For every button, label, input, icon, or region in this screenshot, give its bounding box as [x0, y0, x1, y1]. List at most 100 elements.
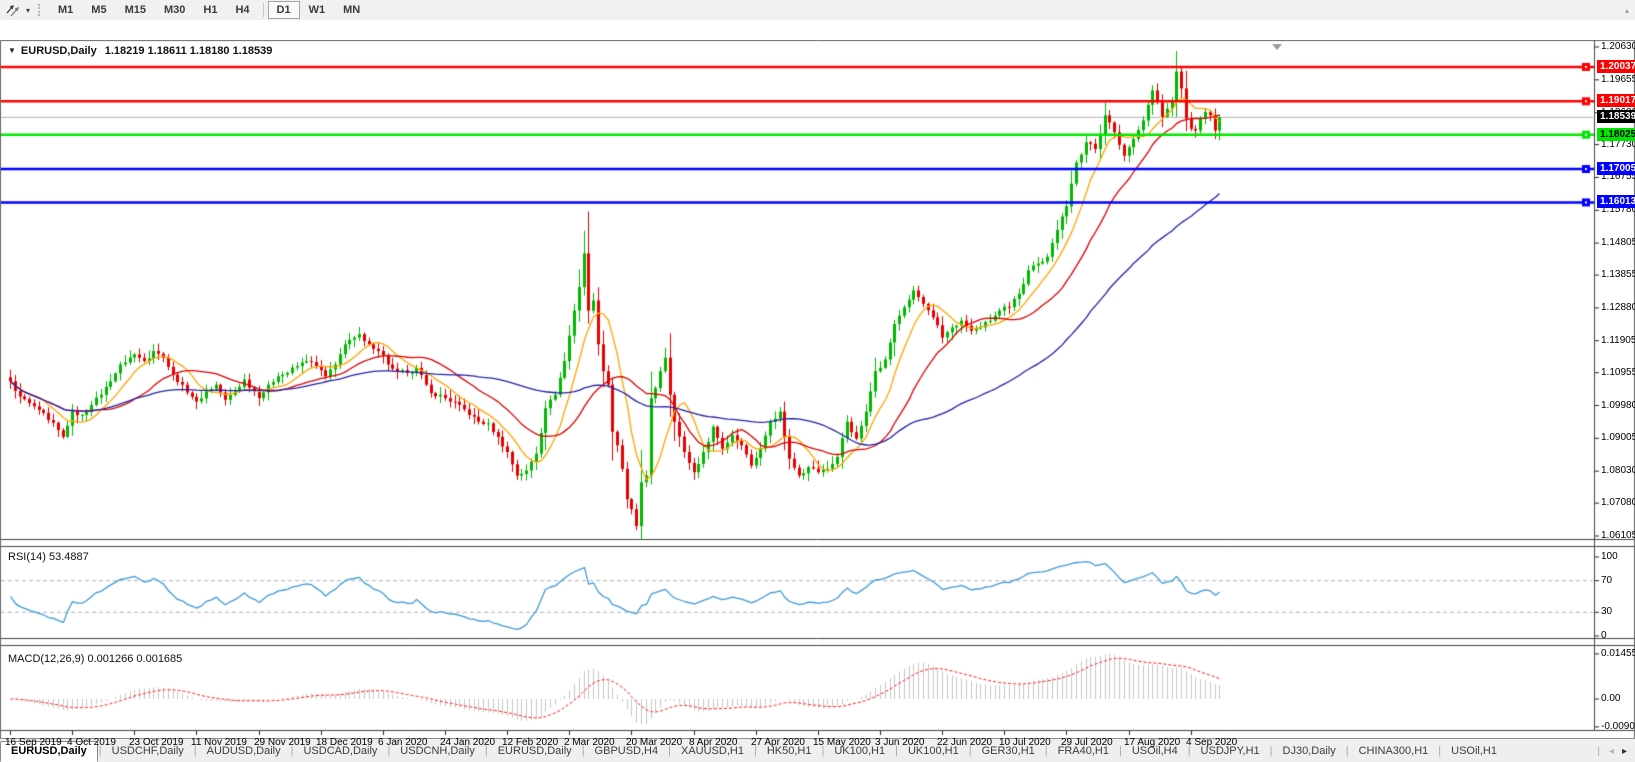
date-tick-label: 27 Apr 2020	[751, 737, 805, 748]
date-tick-label: 12 Feb 2020	[502, 737, 559, 748]
chart-tab-usdchf-daily[interactable]: USDCHF,Daily	[111, 745, 184, 757]
macd-tick-label: -0.00900	[1601, 720, 1635, 732]
chart-tab-fra40-h1[interactable]: FRA40,H1	[1057, 745, 1109, 757]
tab-divider: |	[753, 745, 757, 757]
tab-divider: |	[1269, 745, 1273, 757]
tab-divider: |	[193, 745, 197, 757]
tab-divider: |	[290, 745, 294, 757]
date-tick-label: 29 Nov 2019	[254, 737, 311, 748]
chart-window: ▼ EURUSD,Daily 1.18219 1.18611 1.18180 1.1…	[0, 20, 1635, 758]
hline-price-label: 1.20037	[1597, 59, 1635, 73]
timeframe-m30[interactable]: M30	[155, 1, 194, 19]
chart-tab-hk50-h1[interactable]: HK50,H1	[766, 745, 812, 757]
chart-title: ▼ EURUSD,Daily 1.18219 1.18611 1.18180 1.1…	[8, 45, 272, 57]
date-tick-label: 29 Jul 2020	[1061, 737, 1113, 748]
chart-tool-icon[interactable]	[2, 2, 22, 18]
chart-tabs: EURUSD,Daily | USDCHF,Daily | AUDUSD,Daily | U…	[0, 740, 1506, 762]
macd-indicator-label: MACD(12,26,9) 0.001266 0.001685	[8, 653, 183, 665]
chart-tab-gbpusd-h4[interactable]: GBPUSD,H4	[594, 745, 659, 757]
date-tick-label: 18 Dec 2019	[316, 737, 373, 748]
timeframe-h4[interactable]: H4	[226, 1, 258, 19]
chart-tab-xauusd-h1[interactable]: XAUUSD,H1	[680, 745, 744, 757]
timeframe-mn[interactable]: MN	[334, 1, 369, 19]
chart-tab-dj30-daily[interactable]: DJ30,Daily	[1282, 745, 1336, 757]
tab-divider: |	[581, 745, 585, 757]
chart-tab-uk100-h1[interactable]: UK100,H1	[907, 745, 959, 757]
chart-tab-ger30-h1[interactable]: GER30,H1	[981, 745, 1035, 757]
price-tick-label: 1.20630	[1601, 41, 1635, 52]
hline-price-label: 1.18025	[1597, 127, 1635, 141]
tab-divider: |	[484, 745, 488, 757]
price-tick-label: 1.15780	[1601, 204, 1635, 216]
price-tick-label: 1.12880	[1601, 301, 1635, 313]
tab-divider: |	[1118, 745, 1122, 757]
collapse-icon[interactable]: ▼	[8, 46, 16, 55]
ohlc-values: 1.18219 1.18611 1.18180 1.18539	[104, 45, 273, 57]
chart-canvas[interactable]	[0, 40, 1635, 758]
date-tick-label: 2 Mar 2020	[564, 737, 615, 748]
price-tick-label: 1.07080	[1601, 497, 1635, 509]
chart-tab-uk100-h1[interactable]: UK100,H1	[834, 745, 886, 757]
tab-scroll-right-icon[interactable]: ▸	[1621, 745, 1627, 757]
date-tick-label: 8 Apr 2020	[689, 737, 738, 748]
date-tick-label: 22 Jun 2020	[937, 737, 993, 748]
toolbar-grip[interactable]	[38, 4, 44, 16]
chart-tab-audusd-daily[interactable]: AUDUSD,Daily	[206, 745, 281, 757]
symbol-period-label: EURUSD,Daily	[20, 45, 97, 57]
timeframe-m1[interactable]: M1	[49, 1, 82, 19]
timeframe-buttons: M1 M5 M15 M30 H1 H4 D1 W1 MN	[49, 1, 369, 19]
macd-tick-label: 0.01455	[1601, 647, 1635, 659]
hline-price-label: 1.16013	[1597, 195, 1635, 209]
price-tick-label: 1.11905	[1601, 334, 1635, 346]
date-tick-label: 15 May 2020	[813, 737, 871, 748]
date-tick-label: 23 Oct 2019	[129, 737, 184, 748]
date-tick-label: 10 Jul 2020	[999, 737, 1051, 748]
rsi-tick-label: 70	[1601, 574, 1613, 586]
tab-divider: |	[1438, 745, 1442, 757]
tab-divider: |	[1345, 745, 1349, 757]
price-tick-label: 1.14805	[1601, 237, 1635, 249]
date-tick-label: 20 Mar 2020	[626, 737, 683, 748]
timeframe-m5[interactable]: M5	[82, 1, 115, 19]
price-tick-label: 1.09005	[1601, 432, 1635, 444]
chart-tab-usdcad-daily[interactable]: USDCAD,Daily	[303, 745, 378, 757]
scroll-up-icon[interactable]: ▴	[1624, 5, 1629, 15]
date-tick-label: 6 Jan 2020	[378, 737, 428, 748]
hline-price-label: 1.17005	[1597, 162, 1635, 176]
date-tick-label: 4 Oct 2019	[67, 737, 116, 748]
rsi-tick-label: 100	[1601, 551, 1618, 562]
date-tick-label: 11 Nov 2019	[191, 737, 247, 748]
rsi-tick-label: 0	[1601, 630, 1607, 641]
macd-tick-label: 0.00	[1601, 693, 1621, 704]
timeframe-w1[interactable]: W1	[300, 1, 335, 19]
timeframe-d1[interactable]: D1	[267, 1, 300, 19]
chevron-down-icon[interactable]: ▾	[25, 5, 30, 15]
price-tick-label: 1.08030	[1601, 465, 1635, 477]
chart-tab-usdcnh-daily[interactable]: USDCNH,Daily	[400, 745, 475, 757]
price-tick-label: 1.10955	[1601, 366, 1635, 378]
tab-scroll-left-icon[interactable]: ◂	[1608, 745, 1614, 757]
timeframe-h1[interactable]: H1	[194, 1, 226, 19]
price-tick-label: 1.16755	[1601, 171, 1635, 183]
hline-price-label: 1.19017	[1597, 94, 1635, 108]
chart-tab-usoil-h4[interactable]: USOil,H4	[1131, 745, 1178, 757]
tab-scroll-arrows: | ◂ ▸	[1596, 746, 1627, 757]
tab-divider: |	[895, 745, 898, 757]
chart-tab-eurusd-daily[interactable]: EURUSD,Daily	[497, 745, 572, 757]
chart-tab-china300-h1[interactable]: CHINA300,H1	[1358, 745, 1429, 757]
chart-tab-usoil-h1[interactable]: USOil,H1	[1451, 745, 1497, 757]
tab-divider: |	[821, 745, 825, 757]
chart-tab-usdjpy-h1[interactable]: USDJPY,H1	[1200, 745, 1260, 757]
tab-divider: |	[668, 745, 671, 757]
tab-divider: |	[1044, 745, 1048, 757]
current-price-label: 1.18539	[1597, 110, 1635, 124]
price-tick-label: 1.13855	[1601, 269, 1635, 281]
timeframe-toolbar: ▾ M1 M5 M15 M30 H1 H4 D1 W1 MN ▴	[0, 0, 1635, 20]
price-tick-label: 1.17730	[1601, 138, 1635, 150]
toolbar-divider	[262, 3, 264, 17]
date-tick-label: 3 Jun 2020	[875, 737, 925, 748]
timeframe-m15[interactable]: M15	[116, 1, 155, 19]
date-tick-label: 16 Sep 2019	[5, 737, 62, 748]
date-tick-label: 17 Aug 2020	[1124, 737, 1181, 748]
